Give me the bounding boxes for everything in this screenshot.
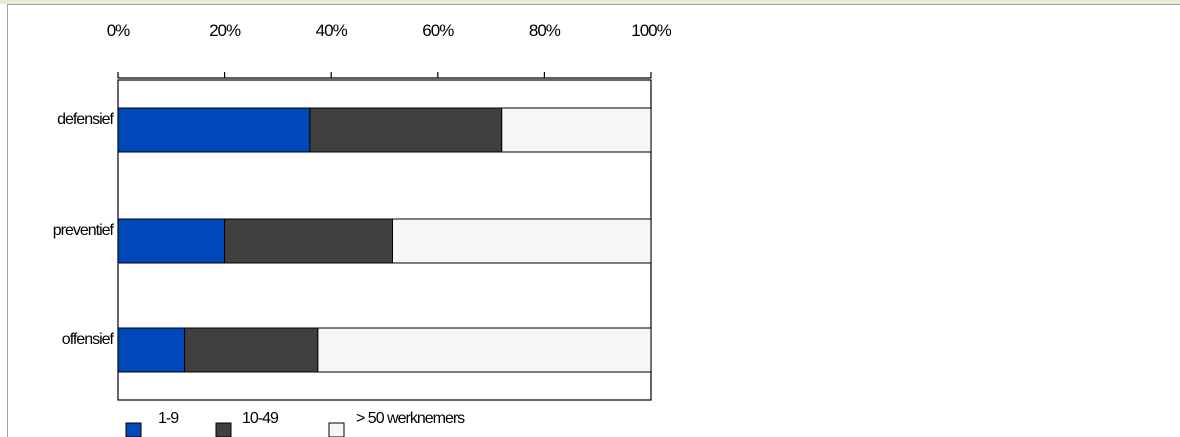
legend-swatch	[125, 422, 142, 437]
legend-label: 10-49	[242, 410, 279, 427]
bar-segment	[391, 218, 652, 264]
bar-segment	[184, 327, 319, 373]
bar-segment	[117, 327, 186, 373]
bar-segment	[224, 218, 393, 264]
window-top-edge	[0, 0, 1180, 4]
y-category-label: defensief	[57, 111, 114, 128]
legend: 1-9 10-49 > 50 werknemers	[125, 410, 466, 437]
y-category-label: offensief	[62, 331, 115, 348]
legend-swatch	[328, 422, 345, 437]
bar-segment	[117, 218, 226, 264]
panel-border-top	[7, 4, 1180, 5]
y-category-label: preventief	[53, 222, 115, 239]
legend-label: 1-9	[158, 410, 179, 427]
legend-swatch	[215, 422, 232, 437]
bars-group	[117, 107, 652, 373]
x-tick-label: 0%	[107, 21, 130, 40]
bar-segment	[317, 327, 652, 373]
panel-border-left	[7, 4, 8, 437]
x-tick-label: 60%	[422, 21, 454, 40]
bar-segment	[309, 107, 503, 153]
x-tick-label: 40%	[316, 21, 348, 40]
x-tick-label: 20%	[209, 21, 241, 40]
legend-label: > 50 werknemers	[356, 410, 465, 427]
bar-segment	[501, 107, 652, 153]
x-tick-label: 80%	[529, 21, 561, 40]
x-axis-ticks: 0% 20% 40% 60% 80% 100%	[107, 21, 673, 78]
x-tick-label: 100%	[631, 21, 671, 40]
y-axis-labels: defensief preventief offensief	[53, 111, 116, 348]
bar-segment	[117, 107, 311, 153]
